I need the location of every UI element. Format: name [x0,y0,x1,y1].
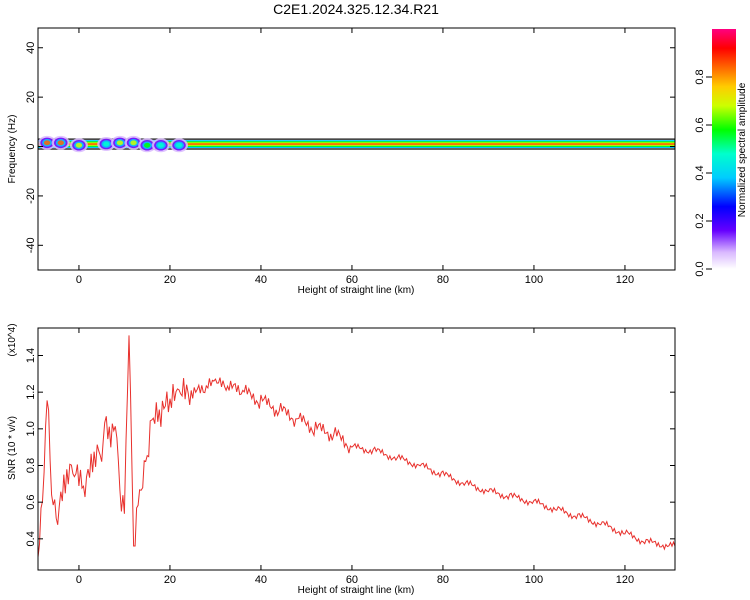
spectrogram-ytick-label: 0 [25,143,37,149]
spectrogram-xtick-label: 0 [76,274,82,286]
snr-xtick-label: 60 [346,574,358,586]
spectrogram-xtick-label: 100 [525,274,543,286]
colorbar-tick-label: 0.4 [694,165,706,180]
spectrogram-axes: 0 20 40 60 80 100 120 -40 -20 0 20 40 [25,28,675,286]
colorbar-tick-label: 0.8 [694,69,706,84]
spectrogram-ylabel: Frequency (Hz) [7,115,18,184]
colorbar: 0.0 0.2 0.4 0.6 0.8 Normalized spectral ampl… [694,29,748,277]
snr-series-line [38,335,675,558]
spectral-blob [103,141,110,147]
spectrogram-ytick-label: 20 [25,91,37,103]
spectral-blob [116,140,124,146]
colorbar-tick-label: 0.2 [694,213,706,228]
band-layer [38,143,675,145]
spectral-blob [43,140,51,146]
snr-ytick-label: 0.6 [25,495,37,510]
spectral-blob [75,142,83,148]
colorbar-tick-label: 0.0 [694,261,706,276]
spectrogram-xtick-label: 60 [346,274,358,286]
snr-xtick-label: 120 [616,574,634,586]
snr-xtick-label: 0 [76,574,82,586]
spectrogram-panel: 0 20 40 60 80 100 120 -40 -20 0 20 40 Height of str… [7,27,676,296]
snr-xlabel: Height of straight line (km) [298,585,415,596]
snr-exponent-label: (x10^4) [7,323,18,356]
colorbar-ticks: 0.0 0.2 0.4 0.6 0.8 [694,69,712,277]
spectrogram-frame [37,27,676,271]
snr-frame [37,327,676,571]
spectral-blob [144,142,151,148]
spectrogram-xlabel: Height of straight line (km) [298,285,415,296]
snr-ytick-label: 1.2 [25,385,37,400]
colorbar-label: Normalized spectral amplitude [737,82,748,217]
snr-xtick-label: 80 [437,574,449,586]
snr-ytick-label: 0.8 [25,458,37,473]
spectrogram-ytick-label: -40 [25,237,37,253]
snr-ytick-label: 0.4 [25,531,37,546]
spectrogram-ytick-label: 40 [25,42,37,54]
snr-ylabel: SNR (10 * v/v) [7,416,18,480]
spectral-blob [130,140,137,146]
spectrogram-xtick-label: 120 [616,274,634,286]
spectrogram-xtick-label: 80 [437,274,449,286]
band-outline [38,138,675,150]
spectral-blob [157,142,165,148]
snr-xtick-label: 40 [255,574,267,586]
snr-ytick-label: 1.4 [25,348,37,363]
snr-ytick-label: 1.0 [25,421,37,436]
spectrogram-xtick-label: 40 [255,274,267,286]
spectrogram-ytick-label: -20 [25,188,37,204]
snr-xtick-label: 100 [525,574,543,586]
snr-axes: 0 20 40 60 80 100 120 0.4 0.6 0.8 1.0 1.2 1.4 [25,328,675,586]
colorbar-tick-label: 0.6 [694,117,706,132]
spectrogram-image [38,135,675,153]
snr-panel: 0 20 40 60 80 100 120 0.4 0.6 0.8 1.0 1.2 1.4 Height… [7,323,676,596]
spectral-blob [175,142,183,148]
spectrogram-xtick-label: 20 [164,274,176,286]
colorbar-gradient [712,29,736,269]
snr-xtick-label: 20 [164,574,176,586]
figure-title: C2E1.2024.325.12.34.R21 [273,1,439,17]
spectral-blob [57,140,64,146]
